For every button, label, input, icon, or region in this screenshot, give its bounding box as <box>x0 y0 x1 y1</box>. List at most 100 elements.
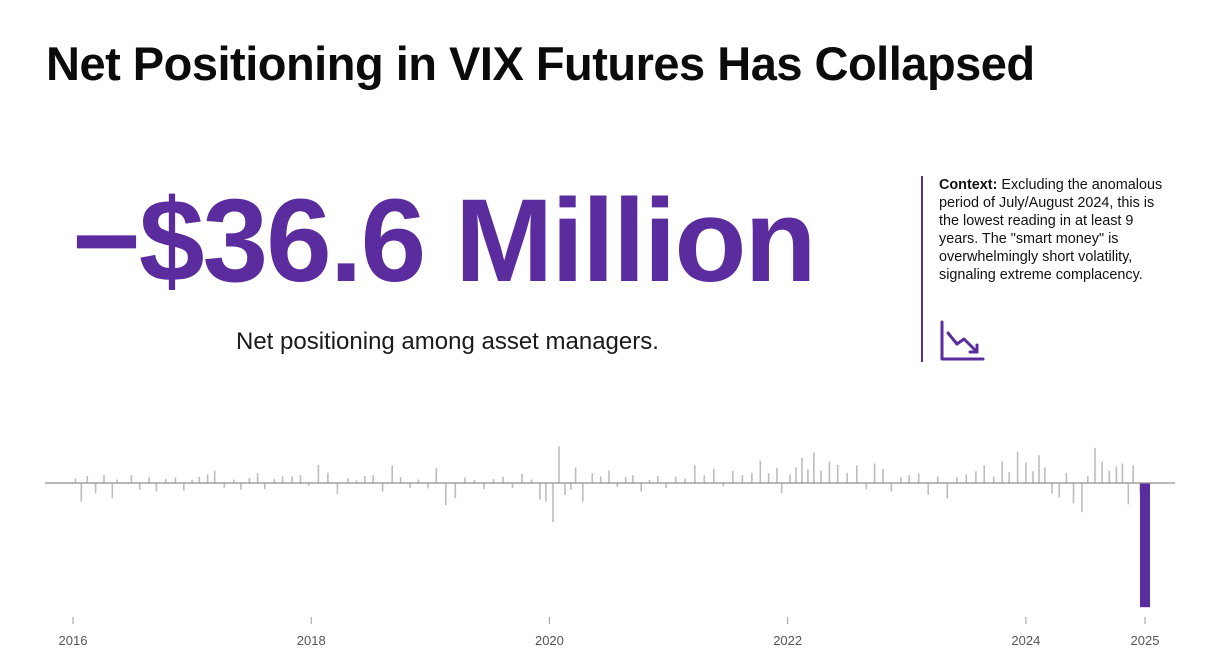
bar <box>473 479 476 483</box>
bar <box>722 483 725 487</box>
bar <box>299 475 302 483</box>
bar <box>599 476 602 483</box>
bar <box>908 475 910 483</box>
bar <box>780 483 783 494</box>
bar <box>674 476 677 483</box>
bar <box>759 460 762 483</box>
bar <box>1016 451 1019 483</box>
bar <box>264 483 266 490</box>
bar <box>865 483 868 490</box>
bar <box>751 472 753 483</box>
bar <box>975 471 977 483</box>
bar <box>233 479 235 483</box>
bar <box>94 483 97 494</box>
bar <box>657 476 659 483</box>
bar <box>1121 463 1124 483</box>
bar <box>464 477 466 483</box>
x-tick-label: 2022 <box>773 633 802 648</box>
bar <box>198 476 201 483</box>
bar <box>399 477 402 483</box>
bar <box>317 465 320 483</box>
bar <box>223 483 226 489</box>
bar <box>917 473 920 483</box>
bar <box>530 479 533 483</box>
bar <box>946 483 949 499</box>
bar <box>1044 467 1046 483</box>
bar <box>183 483 185 491</box>
bar <box>445 483 447 506</box>
bar <box>795 467 797 483</box>
x-tick-label: 2016 <box>59 633 88 648</box>
bar <box>372 475 374 483</box>
context-label: Context: <box>939 177 998 193</box>
bar <box>983 465 985 483</box>
bar <box>1101 461 1103 483</box>
bar <box>890 483 893 492</box>
bar <box>1108 470 1111 483</box>
bar <box>206 474 209 483</box>
bar <box>174 477 177 483</box>
bar <box>191 479 193 483</box>
bar <box>956 477 958 483</box>
bar <box>1025 462 1027 483</box>
bar <box>130 475 133 483</box>
headline-value: −$36.6 Million <box>72 175 817 307</box>
bar <box>813 452 815 483</box>
x-tick-label: 2018 <box>297 633 326 648</box>
context-panel: Context: Excluding the anomalous period … <box>921 176 1171 362</box>
bar <box>820 470 822 483</box>
bar <box>965 474 968 483</box>
bar <box>240 483 242 490</box>
bar <box>155 483 158 492</box>
bar <box>882 468 884 483</box>
headline-caption: Net positioning among asset managers. <box>236 328 659 355</box>
trend-down-icon <box>940 320 985 361</box>
bar <box>492 479 495 483</box>
bar <box>347 478 349 483</box>
bar <box>836 465 839 483</box>
bar <box>828 461 831 483</box>
bar <box>1081 483 1083 513</box>
bar <box>483 483 485 490</box>
bar <box>336 483 339 494</box>
bar <box>570 483 572 490</box>
bar <box>789 474 791 483</box>
bar <box>327 472 329 483</box>
bar <box>1127 483 1130 505</box>
bar <box>502 476 504 483</box>
bar <box>801 458 803 483</box>
bar <box>1008 472 1010 483</box>
bar <box>435 468 438 483</box>
bar <box>684 478 686 483</box>
context-body: Excluding the anomalous period of July/A… <box>939 177 1163 283</box>
bar <box>856 465 858 483</box>
bar <box>103 474 105 483</box>
bar <box>558 446 560 483</box>
bar <box>591 473 594 483</box>
bar <box>381 483 384 492</box>
bar <box>1051 483 1053 494</box>
bar <box>256 473 259 483</box>
bar <box>165 479 167 483</box>
bar <box>148 477 150 483</box>
bar <box>409 483 411 489</box>
bar <box>273 479 276 483</box>
bar <box>873 463 876 483</box>
bar <box>574 467 577 483</box>
bar <box>927 483 929 495</box>
bar <box>138 483 141 490</box>
bar <box>86 476 89 483</box>
bar <box>1032 471 1034 483</box>
bar <box>1115 466 1118 483</box>
bar <box>213 470 216 483</box>
bar <box>900 477 902 483</box>
bar <box>640 483 642 492</box>
page-title: Net Positioning in VIX Futures Has Colla… <box>46 37 1035 90</box>
bar <box>767 473 770 483</box>
bar <box>552 483 554 522</box>
bar <box>846 472 848 483</box>
bar <box>454 483 457 499</box>
x-tick-label: 2024 <box>1011 633 1040 648</box>
bar-latest <box>1140 483 1150 608</box>
